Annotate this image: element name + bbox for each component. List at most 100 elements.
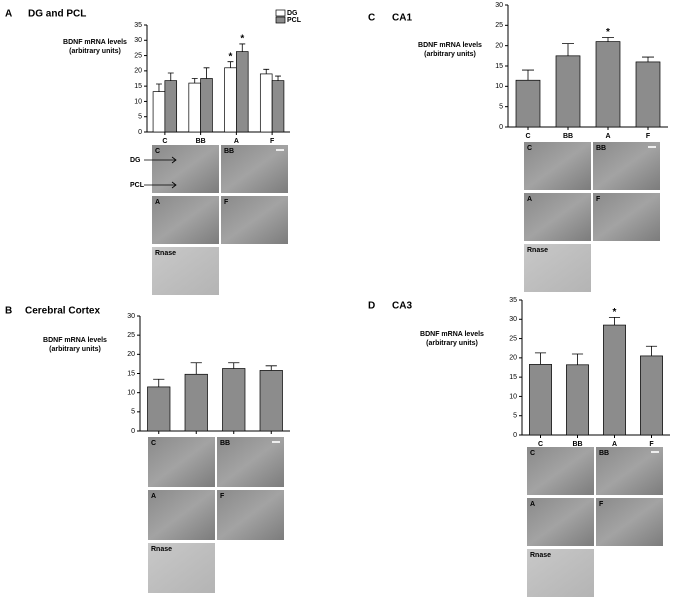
micrograph-label: Rnase [530,552,551,559]
error-bar [645,345,658,356]
bar [566,364,589,436]
panel-letter: C [368,13,375,24]
error-bar [265,365,277,371]
scale-bar [651,451,659,453]
error-bar [571,353,584,365]
micrograph-label: BB [599,450,609,457]
y-tick-label: 0 [131,428,135,435]
micrograph-annotation: PCL [130,182,145,189]
bar [222,368,246,432]
y-tick-label: 20 [134,68,142,75]
x-tick-label: A [234,138,239,145]
y-tick-label: 25 [495,22,503,29]
micrograph [152,196,219,244]
bar [259,73,273,133]
micrograph-label: C [155,148,160,155]
error-bar [191,78,198,84]
y-axis-label: BDNF mRNA levels [63,39,127,46]
micrograph [596,498,663,546]
x-tick-label: F [270,138,275,145]
panel-title: CA3 [392,301,412,312]
micrograph [524,193,591,241]
x-tick-label: C [162,138,167,145]
y-tick-label: 35 [509,297,517,304]
micrograph [148,437,215,487]
error-bar [608,316,621,326]
scale-bar [272,441,280,443]
micrograph-label: Rnase [527,247,548,254]
y-tick-label: 25 [127,332,135,339]
scale-bar [276,149,284,151]
micrograph-label: BB [220,440,230,447]
significance-marker: * [229,51,233,62]
y-axis-label: (arbitrary units) [69,48,121,55]
panel-letter: A [5,9,12,20]
bar [640,355,663,436]
micrograph [221,145,288,193]
error-bar [190,362,202,375]
y-tick-label: 5 [131,409,135,416]
bar [147,386,171,432]
y-tick-label: 30 [509,316,517,323]
bar [259,370,283,432]
significance-marker: * [613,307,617,318]
y-tick-label: 0 [138,129,142,136]
panel-title: DG and PCL [28,9,86,20]
micrograph [148,543,215,593]
y-tick-label: 35 [134,22,142,29]
micrograph-label: C [530,450,535,457]
micrograph-label: A [527,196,532,203]
error-bar [263,68,270,74]
error-bar [522,69,534,81]
y-tick-label: 30 [134,37,142,44]
micrograph-label: C [527,145,532,152]
bar [515,79,541,128]
bar [164,80,178,133]
significance-marker: * [240,34,244,45]
bar [271,80,285,133]
legend-swatch [275,16,286,24]
y-axis-label: (arbitrary units) [424,51,476,58]
y-tick-label: 25 [134,52,142,59]
micrograph-label: A [151,493,156,500]
x-tick-label: BB [196,138,206,145]
annotation-arrow [144,156,177,164]
micrograph [527,447,594,495]
bar [603,324,626,436]
micrograph-label: BB [596,145,606,152]
micrograph [527,549,594,597]
scale-bar [648,146,656,148]
error-bar [562,43,574,56]
x-tick-label: BB [563,133,573,140]
y-tick-label: 15 [509,374,517,381]
micrograph-label: F [220,493,225,500]
panel-title: Cerebral Cortex [25,306,100,317]
x-tick-label: C [538,441,543,448]
bar [555,55,581,128]
x-tick-label: F [649,441,654,448]
panel-letter: D [368,301,375,312]
y-tick-label: 20 [509,355,517,362]
annotation-arrow [144,181,177,189]
y-tick-label: 20 [127,351,135,358]
y-tick-label: 30 [495,2,503,9]
y-tick-label: 10 [134,98,142,105]
bar [184,373,208,432]
y-tick-label: 0 [499,124,503,131]
micrograph-annotation: DG [130,157,141,164]
bar [200,78,213,133]
error-bar [275,75,281,81]
significance-marker: * [606,27,610,38]
x-tick-label: A [605,133,610,140]
y-tick-label: 5 [499,104,503,111]
error-bar [227,61,234,68]
y-tick-label: 10 [127,390,135,397]
bar [529,364,552,436]
panel-title: CA1 [392,13,412,24]
error-bar [203,67,210,79]
micrograph [593,193,660,241]
y-axis-label: BDNF mRNA levels [420,331,484,338]
y-tick-label: 15 [495,63,503,70]
micrograph [221,196,288,244]
